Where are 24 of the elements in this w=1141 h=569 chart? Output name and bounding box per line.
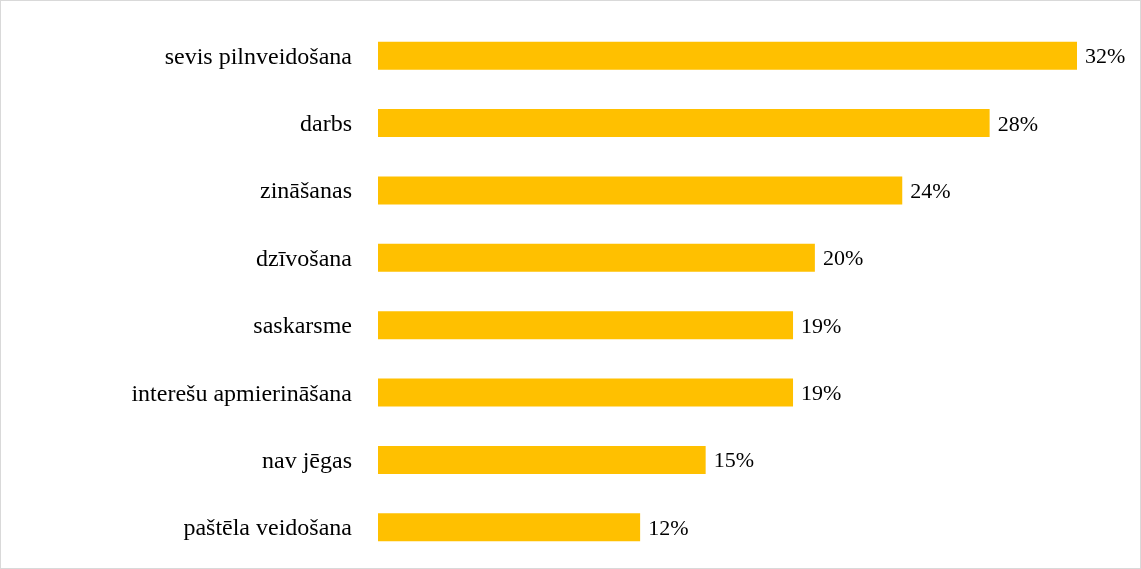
y-tick-label: sevis pilnveidošana [164, 42, 353, 69]
y-tick-label: interešu apmierināšana [131, 379, 353, 406]
y-tick-label: paštēla veidošana [183, 514, 353, 541]
y-tick-label: darbs [300, 110, 352, 137]
data-label: 20% [822, 245, 864, 271]
data-label: 12% [648, 514, 689, 540]
bar [378, 311, 794, 340]
bar [378, 513, 641, 542]
bar [378, 378, 794, 407]
bar [378, 109, 990, 138]
bar [378, 445, 706, 474]
data-label: 19% [801, 312, 842, 338]
data-label: 15% [713, 447, 754, 473]
y-tick-label: dzīvošana [256, 244, 353, 271]
data-label: 19% [801, 380, 842, 406]
data-label: 28% [997, 110, 1038, 136]
bar [378, 41, 1077, 70]
bar [378, 176, 903, 205]
data-label: 32% [1085, 43, 1126, 69]
bar [378, 243, 815, 272]
y-tick-label: nav jēgas [262, 446, 352, 473]
data-label: 24% [910, 177, 951, 203]
y-tick-label: saskarsme [253, 312, 352, 339]
y-tick-label: zināšanas [260, 177, 352, 204]
